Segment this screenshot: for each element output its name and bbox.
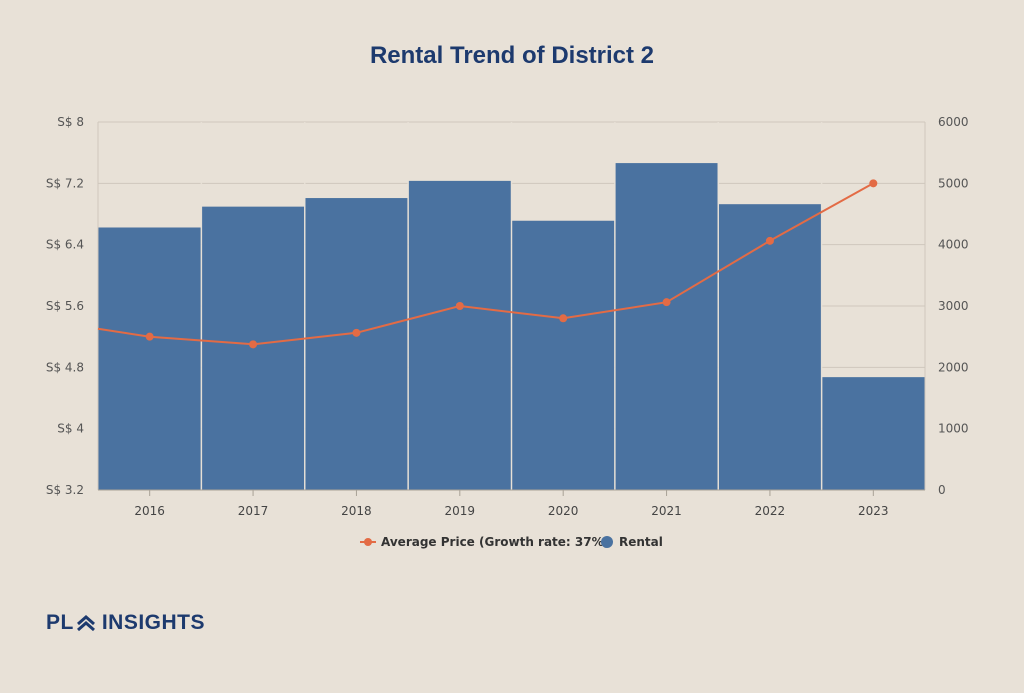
y-left-tick-label: S$ 4.8 (46, 360, 84, 374)
chart-title: Rental Trend of District 2 (369, 42, 655, 69)
x-tick-label: 2023 (858, 504, 889, 518)
bar-rental-2022 (718, 204, 822, 491)
point-average-price-2021 (662, 298, 671, 307)
bar-rental-2016 (98, 227, 201, 490)
y-right-tick-label: 2000 (938, 360, 969, 374)
y-left-tick-label: S$ 4 (57, 422, 84, 436)
y-right-tick-label: 3000 (938, 299, 969, 313)
y-left-tick-label: S$ 7.2 (46, 176, 84, 190)
y-right-tick-label: 5000 (938, 176, 969, 190)
point-average-price-2020 (559, 314, 568, 323)
x-tick-label: 2017 (238, 504, 269, 518)
legend-label-average-price: Average Price (Growth rate: 37%) (381, 535, 609, 549)
x-tick-label: 2022 (755, 504, 786, 518)
point-average-price-2023 (869, 179, 878, 188)
x-tick-label: 2021 (651, 504, 682, 518)
y-left-tick-label: S$ 3.2 (46, 483, 84, 497)
point-average-price-2022 (765, 236, 774, 245)
bar-rental-2021 (615, 163, 718, 491)
legend-line-marker (364, 538, 372, 546)
bar-rental-2018 (305, 198, 408, 490)
logo-text-right: INSIGHTS (101, 611, 206, 634)
legend-label-rental: Rental (619, 535, 663, 549)
y-right-tick-label: 4000 (938, 238, 969, 252)
bar-rental-2020 (512, 220, 615, 490)
x-tick-label: 2019 (445, 504, 476, 518)
bar-rental-2023 (822, 377, 925, 490)
x-tick-label: 2016 (134, 504, 165, 518)
point-average-price-2017 (249, 340, 258, 349)
y-right-tick-label: 6000 (938, 115, 969, 129)
y-right-tick-label: 0 (938, 483, 946, 497)
brand-logo: PL INSIGHTS (46, 611, 205, 635)
logo-text-left: PL (46, 611, 74, 634)
bar-rental-2019 (408, 180, 511, 490)
x-tick-label: 2018 (341, 504, 372, 518)
point-average-price-2016 (145, 332, 154, 341)
y-left-tick-label: S$ 5.6 (46, 299, 84, 313)
chevron-up-icon (76, 615, 95, 632)
x-tick-label: 2020 (548, 504, 579, 518)
y-left-tick-label: S$ 8 (57, 115, 84, 129)
legend-bar-swatch (601, 536, 613, 548)
y-left-tick-label: S$ 6.4 (46, 238, 84, 252)
point-average-price-2018 (352, 328, 361, 337)
point-average-price-2019 (455, 302, 464, 310)
y-right-tick-label: 1000 (938, 422, 969, 436)
